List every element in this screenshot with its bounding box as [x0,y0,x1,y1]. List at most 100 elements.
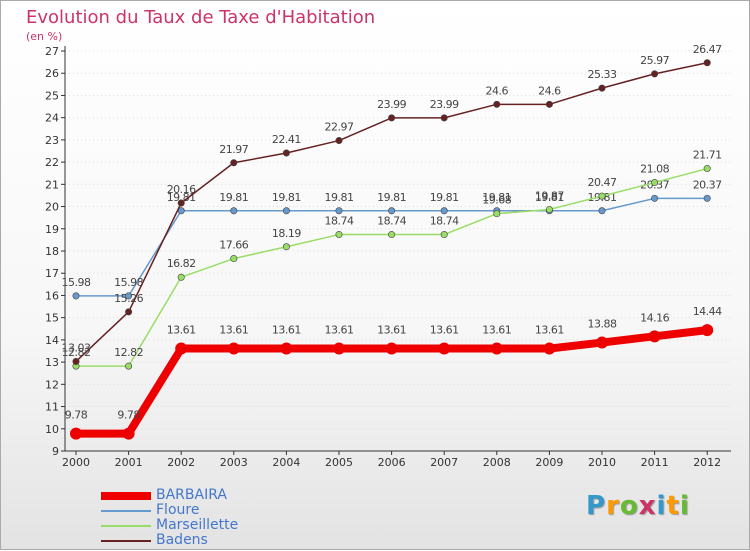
point-marseillette [388,231,396,239]
point-barbaira [122,427,135,440]
data-label-badens: 24.6 [486,84,509,97]
y-tick-label: 14 [45,334,59,347]
data-label-floure: 20.37 [693,178,722,191]
x-tick-label: 2003 [220,456,248,469]
data-label-badens: 24.6 [538,84,561,97]
point-badens [598,84,606,92]
point-marseillette [335,231,343,239]
data-label-floure: 19.81 [219,191,248,204]
point-floure [282,207,290,215]
data-label-badens: 23.99 [377,98,406,111]
point-badens [177,199,185,207]
legend-item-badens: Badens [101,533,238,548]
point-badens [493,100,501,108]
data-label-barbaira: 9.78 [117,409,140,422]
x-tick-label: 2010 [588,456,616,469]
point-marseillette [177,273,185,281]
legend-label-marseillette: Marseillette [156,517,239,533]
x-tick-label: 2012 [693,456,721,469]
proxiti-logo: Proxiti [586,491,690,521]
data-label-barbaira: 14.44 [693,305,722,318]
data-label-marseillette: 12.82 [62,346,91,359]
legend-swatch-marseillette [101,524,151,527]
point-badens [545,100,553,108]
data-label-badens: 22.41 [272,133,301,146]
chart-unit-label: (en %) [26,30,63,43]
point-barbaira [596,336,608,349]
point-barbaira [333,342,345,355]
logo-letter: x [638,491,657,521]
x-tick-label: 2007 [430,456,458,469]
data-label-floure: 19.81 [430,191,459,204]
x-tick-label: 2005 [325,456,353,469]
data-label-floure: 19.81 [272,191,301,204]
point-badens [703,59,711,67]
point-floure [388,207,396,215]
y-tick-label: 18 [45,245,59,258]
data-label-barbaira: 13.88 [588,318,617,331]
data-label-barbaira: 13.61 [430,324,459,337]
data-label-floure: 19.81 [377,191,406,204]
y-tick-label: 25 [45,89,59,102]
x-tick-label: 2008 [483,456,511,469]
point-marseillette [598,192,606,200]
y-tick-label: 27 [45,45,59,58]
point-badens [651,70,659,78]
data-label-marseillette: 18.19 [272,227,301,240]
y-tick-label: 21 [45,178,59,191]
point-marseillette [651,179,659,187]
data-label-barbaira: 13.61 [272,324,301,337]
legend-label-barbaira: BARBAIRA [156,487,227,503]
point-floure [230,207,238,215]
point-floure [598,207,606,215]
point-barbaira [175,342,188,355]
data-label-marseillette: 18.74 [430,215,459,228]
legend-swatch-badens [101,539,151,542]
data-label-marseillette: 16.82 [167,257,196,270]
point-badens [388,114,396,122]
y-tick-label: 9 [52,445,59,458]
data-label-marseillette: 19.68 [482,194,511,207]
data-label-floure: 15.98 [114,276,143,289]
data-label-marseillette: 17.66 [219,239,248,252]
point-floure [125,292,133,300]
point-marseillette [440,231,448,239]
data-label-barbaira: 13.61 [535,324,564,337]
data-label-badens: 25.33 [588,68,617,81]
point-marseillette [125,362,133,370]
data-label-badens: 25.97 [640,54,669,67]
y-tick-label: 19 [45,223,59,236]
y-tick-label: 16 [45,289,59,302]
data-label-marseillette: 18.74 [325,215,354,228]
point-floure [703,194,711,202]
logo-letter: o [619,491,639,521]
y-tick-label: 11 [45,401,59,414]
data-label-barbaira: 13.61 [482,324,511,337]
y-tick-label: 26 [45,67,59,80]
data-label-marseillette: 19.87 [535,189,564,202]
point-badens [335,137,343,145]
point-marseillette [545,205,553,213]
point-floure [72,292,80,300]
point-marseillette [282,243,290,251]
point-floure [651,194,659,202]
y-tick-label: 17 [45,267,59,280]
point-barbaira [701,324,714,337]
data-label-barbaira: 13.61 [219,324,248,337]
x-tick-label: 2004 [272,456,300,469]
y-tick-label: 24 [45,112,59,125]
data-label-badens: 23.99 [430,98,459,111]
data-label-barbaira: 13.61 [377,324,406,337]
point-barbaira [227,342,240,355]
point-badens [230,159,238,167]
data-label-badens: 13.03 [62,341,91,354]
point-badens [440,114,448,122]
point-barbaira [490,342,503,355]
data-label-badens: 20.16 [167,183,196,196]
data-label-badens: 21.97 [219,143,248,156]
legend-item-floure: Floure [101,503,238,518]
data-label-floure: 19.81 [167,191,196,204]
data-label-marseillette: 12.82 [114,346,143,359]
